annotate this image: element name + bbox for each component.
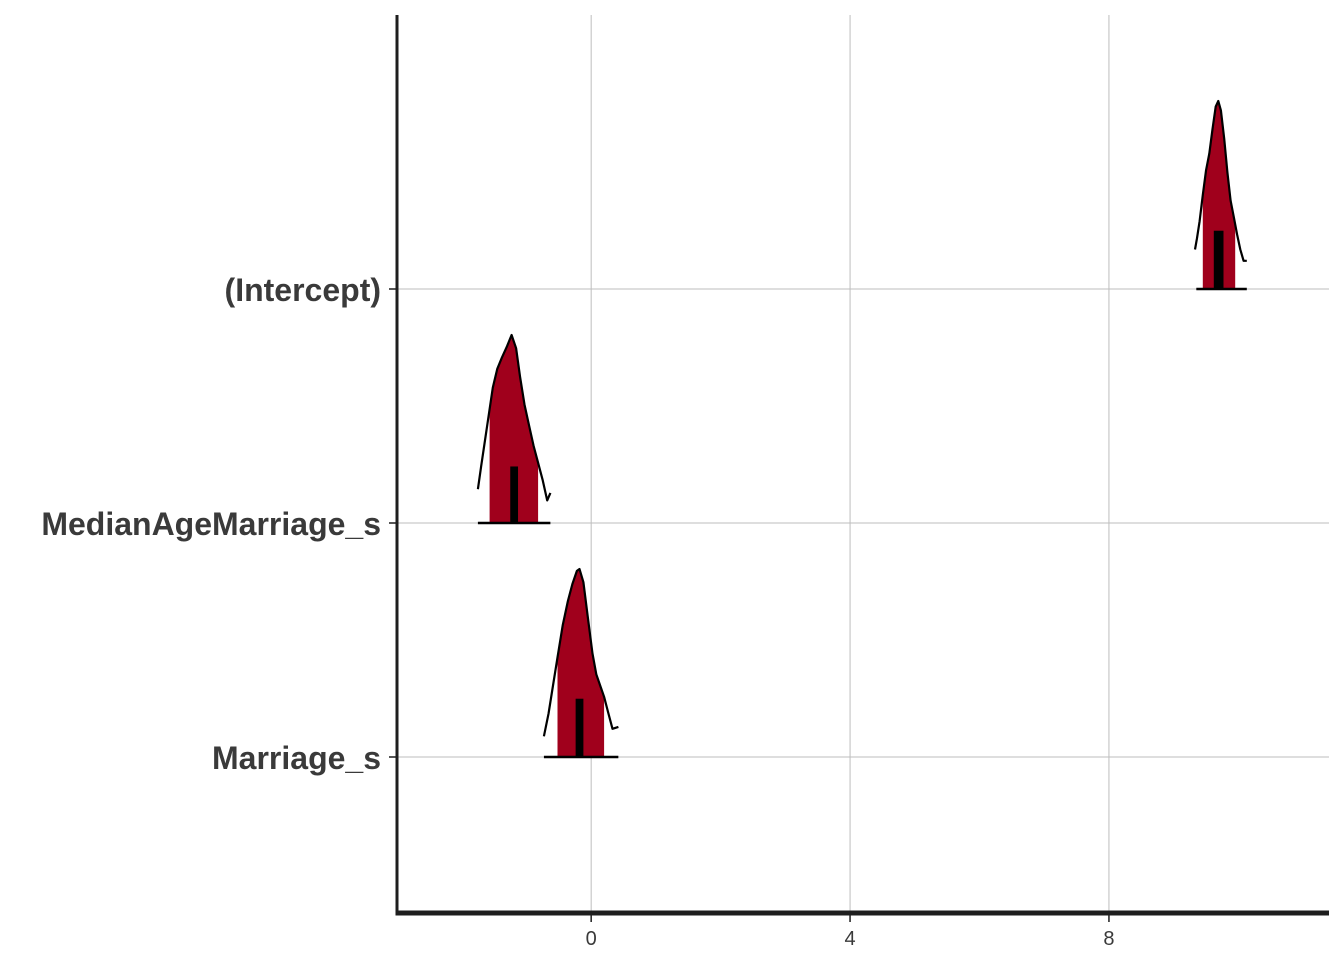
median-bar-1 <box>510 466 519 523</box>
x-tick-label-2: 8 <box>1103 928 1114 950</box>
axis-layer <box>389 15 1329 922</box>
density-fill-2 <box>557 569 605 757</box>
median-bar-2 <box>575 698 584 757</box>
median-bar-0 <box>1213 230 1224 289</box>
density-outline-2 <box>542 567 619 737</box>
density-outline-1 <box>476 333 552 502</box>
x-tick-label-1: 4 <box>844 928 855 950</box>
density-outline-0 <box>1193 99 1247 262</box>
parameter-label-1: MedianAgeMarriage_s <box>41 506 381 542</box>
parameter-label-2: Marriage_s <box>212 740 381 776</box>
x-tick-label-0: 0 <box>586 928 597 950</box>
ridge-0 <box>1193 99 1247 291</box>
ridge-1 <box>476 333 552 525</box>
ridge-layer <box>476 99 1247 759</box>
parameter-label-0: (Intercept) <box>225 272 381 308</box>
label-layer: 0 4 8 (Intercept) MedianAgeMarriage_s Marriag… <box>41 272 1114 950</box>
ridge-2 <box>542 567 619 759</box>
density-fill-1 <box>489 335 539 523</box>
